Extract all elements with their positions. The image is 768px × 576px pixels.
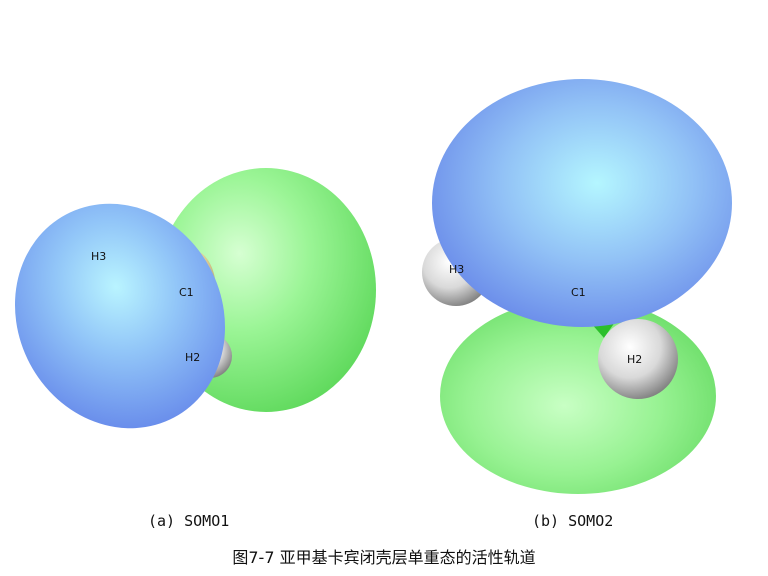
panel-b-orbital: H3 C1 H2 xyxy=(422,79,732,494)
panel-a-label-c1: C1 xyxy=(179,286,194,299)
panel-b-blue-lobe xyxy=(432,79,732,327)
figure-caption: 图7-7 亚甲基卡宾闭壳层单重态的活性轨道 xyxy=(232,548,536,567)
panel-b-label-h2: H2 xyxy=(627,353,642,366)
panel-a-caption: (a) SOMO1 xyxy=(148,512,230,530)
panel-b-label-c1: C1 xyxy=(571,286,586,299)
panel-b-green-lobe xyxy=(440,298,716,494)
orbital-render: H3 C1 H2 H3 C1 H2 xyxy=(14,79,732,494)
panel-a-label-h2: H2 xyxy=(185,351,200,364)
panel-b-caption: (b) SOMO2 xyxy=(532,512,614,530)
panel-a-blue-lobe xyxy=(14,203,226,429)
panel-b-h2-atom xyxy=(598,319,678,399)
panel-a-label-h3: H3 xyxy=(91,250,106,263)
panel-a-orbital: H3 C1 H2 xyxy=(14,168,376,429)
panel-b-label-h3: H3 xyxy=(449,263,464,276)
